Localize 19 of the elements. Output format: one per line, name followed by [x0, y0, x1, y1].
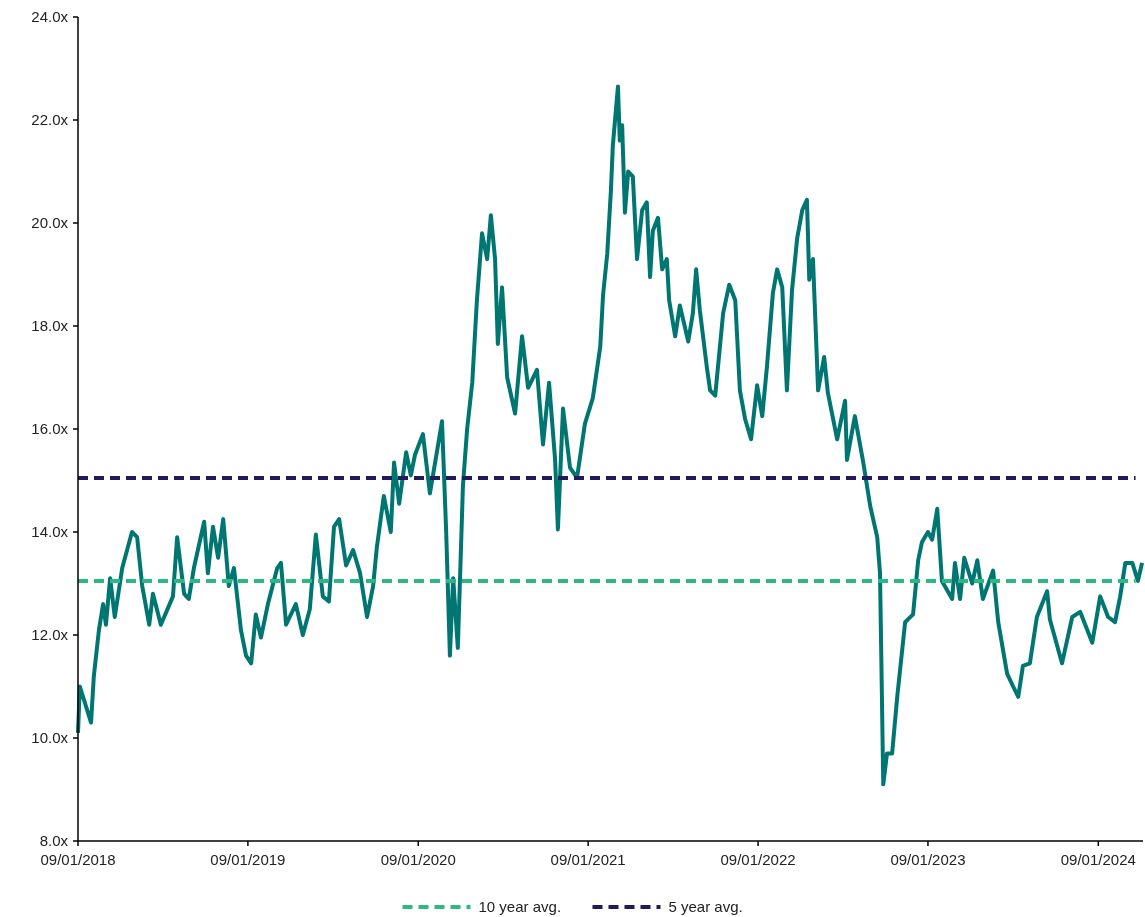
x-tick-label: 09/01/2019 — [210, 851, 286, 868]
x-tick-label: 09/01/2023 — [890, 851, 966, 868]
y-tick-label: 8.0x — [39, 832, 69, 850]
line-series — [76, 84, 1145, 787]
y-tick-label: 16.0x — [31, 420, 69, 438]
y-tick-label: 22.0x — [31, 111, 69, 129]
legend-label: 5 year avg. — [668, 898, 743, 915]
y-tick-label: 10.0x — [31, 729, 69, 747]
y-tick-label: 18.0x — [31, 317, 69, 335]
y-tick-label: 24.0x — [31, 8, 69, 26]
x-tick-label: 09/01/2021 — [550, 851, 626, 868]
x-tick-label: 09/01/2024 — [1060, 851, 1136, 868]
y-tick-label: 12.0x — [31, 626, 69, 644]
y-tick-label: 20.0x — [31, 214, 69, 232]
x-tick-label: 09/01/2018 — [40, 851, 116, 868]
y-tick-label: 14.0x — [31, 523, 69, 541]
x-tick-label: 09/01/2020 — [380, 851, 456, 868]
x-tick-label: 09/01/2022 — [720, 851, 796, 868]
legend-label: 10 year avg. — [478, 898, 562, 915]
